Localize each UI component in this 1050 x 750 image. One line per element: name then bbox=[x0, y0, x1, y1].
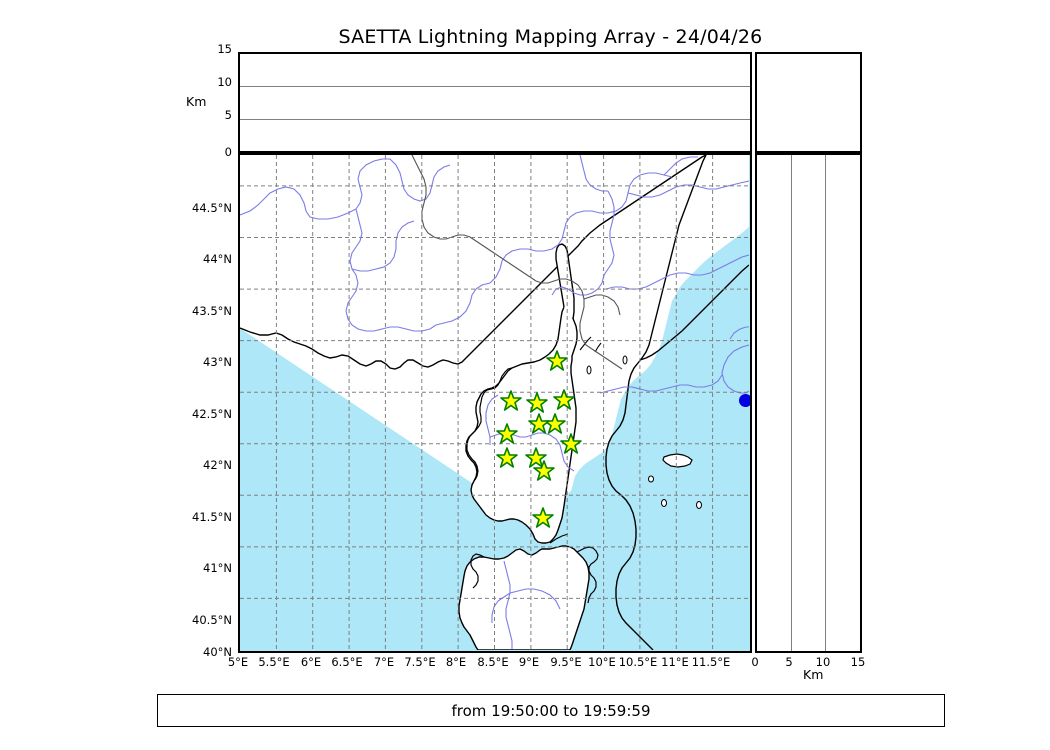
tick-lat-44.5: 44.5°N bbox=[192, 201, 232, 215]
map-view-panel[interactable] bbox=[238, 153, 752, 653]
tick-lat-42: 42°N bbox=[203, 458, 232, 472]
tick-dist-5: 5 bbox=[785, 655, 793, 669]
gridline-dist-10 bbox=[825, 155, 826, 651]
tick-lat-43: 43°N bbox=[203, 355, 232, 369]
tick-dist-10: 10 bbox=[815, 655, 831, 669]
tick-lon-10.5: 10.5°E bbox=[618, 655, 658, 669]
time-range-bar: from 19:50:00 to 19:59:59 bbox=[157, 694, 945, 727]
gridline-alt-5 bbox=[240, 119, 750, 120]
tick-lon-9.5: 9.5°E bbox=[550, 655, 582, 669]
tick-lat-40.5: 40.5°N bbox=[192, 613, 232, 627]
tick-lon-11.5: 11.5°E bbox=[691, 655, 731, 669]
tick-lon-10: 10°E bbox=[588, 655, 616, 669]
tick-lat-41.5: 41.5°N bbox=[192, 510, 232, 524]
tick-lon-6.5: 6.5°E bbox=[331, 655, 363, 669]
tick-lat-40: 40°N bbox=[203, 645, 232, 659]
tick-lon-9: 9°E bbox=[518, 655, 540, 669]
altitude-vs-longitude-panel[interactable] bbox=[238, 52, 752, 153]
tick-alt-15: 15 bbox=[217, 42, 232, 56]
gridline-alt-10 bbox=[240, 86, 750, 87]
page-title: SAETTA Lightning Mapping Array - 24/04/2… bbox=[338, 26, 763, 48]
altitude-histogram-panel[interactable] bbox=[755, 52, 862, 153]
tick-dist-0: 0 bbox=[751, 655, 759, 669]
tick-lon-11: 11°E bbox=[661, 655, 689, 669]
time-range-text: from 19:50:00 to 19:59:59 bbox=[451, 701, 651, 720]
tick-lon-7: 7°E bbox=[373, 655, 395, 669]
tick-lon-8.5: 8.5°E bbox=[477, 655, 509, 669]
distance-axis-label: Km bbox=[803, 667, 824, 682]
tick-alt-5: 5 bbox=[224, 108, 232, 122]
tick-lat-44: 44°N bbox=[203, 252, 232, 266]
tick-lon-8: 8°E bbox=[445, 655, 467, 669]
gridline-dist-5 bbox=[791, 155, 792, 651]
map-geography bbox=[240, 155, 749, 650]
tick-lon-6: 6°E bbox=[300, 655, 322, 669]
altitude-axis-label: Km bbox=[186, 94, 207, 109]
lightning-source-point[interactable] bbox=[739, 394, 750, 407]
tick-lon-5: 5°E bbox=[227, 655, 249, 669]
altitude-vs-latitude-panel[interactable] bbox=[755, 153, 862, 653]
tick-alt-0: 0 bbox=[224, 145, 232, 159]
tick-lat-43.5: 43.5°N bbox=[192, 304, 232, 318]
tick-alt-10: 10 bbox=[217, 75, 232, 89]
tick-lon-5.5: 5.5°E bbox=[258, 655, 290, 669]
tick-lat-42.5: 42.5°N bbox=[192, 407, 232, 421]
tick-lat-41: 41°N bbox=[203, 561, 232, 575]
tick-dist-15: 15 bbox=[850, 655, 866, 669]
tick-lon-7.5: 7.5°E bbox=[404, 655, 436, 669]
